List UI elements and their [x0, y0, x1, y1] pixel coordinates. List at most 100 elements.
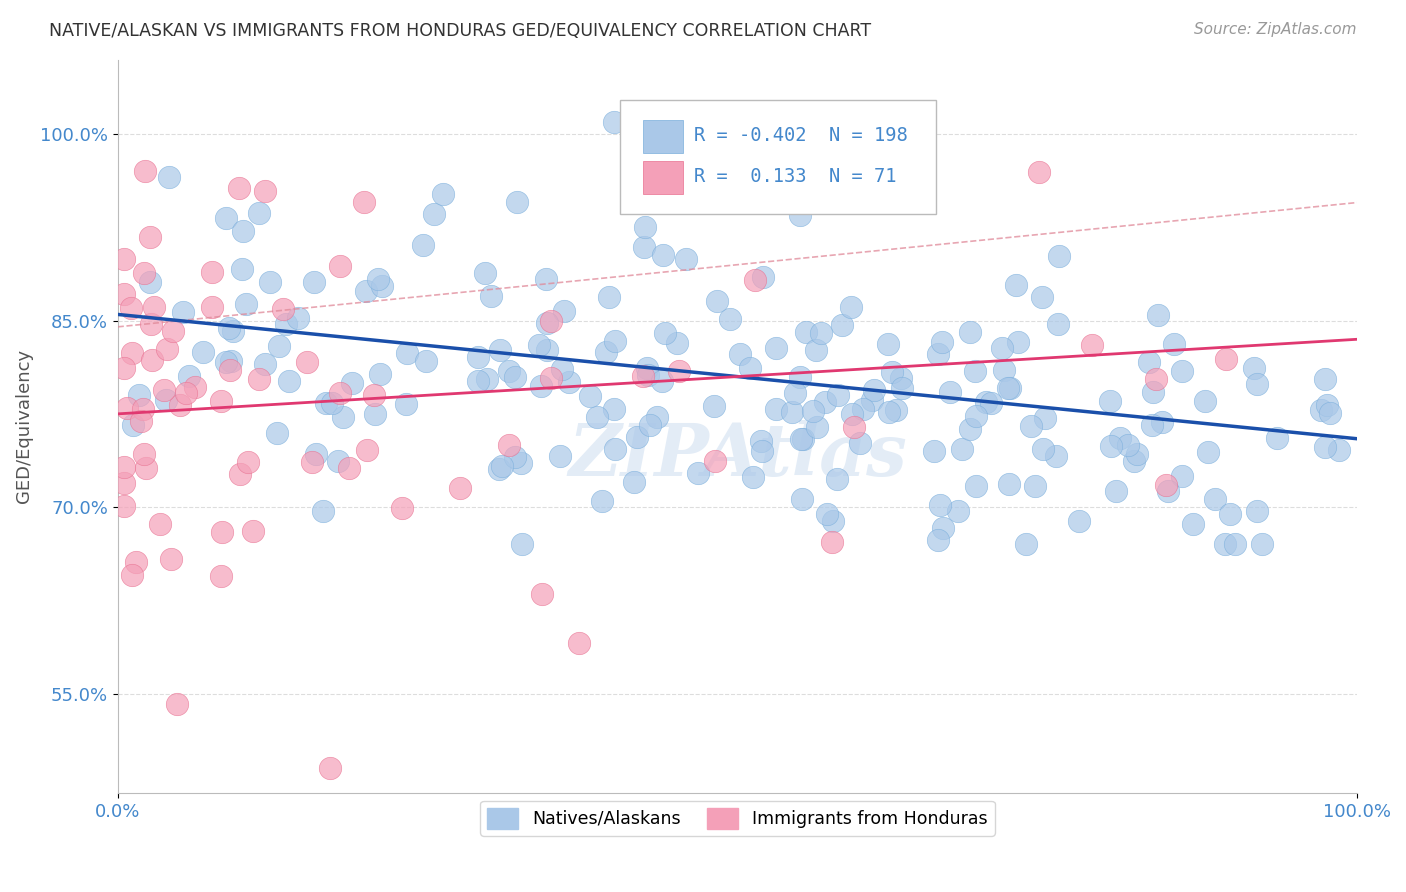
Point [177, 369, 200, 384]
Point [636, 361, 658, 376]
Point [932, 521, 955, 535]
Point [540, 371, 562, 385]
FancyBboxPatch shape [620, 100, 935, 213]
Point [1105, 483, 1128, 498]
Point [851, 402, 873, 417]
Point [232, 224, 254, 238]
Point [1265, 432, 1288, 446]
Point [254, 357, 277, 371]
Point [827, 388, 849, 402]
Point [370, 367, 392, 381]
Point [880, 365, 903, 379]
Point [153, 383, 176, 397]
Point [654, 326, 676, 340]
Point [790, 492, 813, 507]
Point [305, 447, 328, 461]
Point [315, 396, 337, 410]
Point [1194, 393, 1216, 408]
Point [703, 399, 725, 413]
Point [1137, 355, 1160, 369]
Point [792, 432, 814, 446]
Point [1033, 411, 1056, 425]
Point [974, 395, 997, 409]
Point [238, 455, 260, 469]
Text: ZIPAtlas: ZIPAtlas [568, 420, 907, 491]
FancyBboxPatch shape [643, 161, 683, 194]
Point [301, 455, 323, 469]
Point [738, 360, 761, 375]
Point [1099, 393, 1122, 408]
Point [1156, 478, 1178, 492]
Point [474, 266, 496, 280]
Point [1015, 537, 1038, 551]
Point [1122, 454, 1144, 468]
Point [1243, 360, 1265, 375]
Point [704, 453, 727, 467]
Point [1319, 406, 1341, 420]
Point [567, 635, 589, 649]
Point [551, 362, 574, 376]
Point [890, 371, 912, 385]
Point [174, 385, 197, 400]
Point [1147, 309, 1170, 323]
Point [467, 374, 489, 388]
Point [624, 164, 647, 178]
Point [688, 466, 710, 480]
Point [219, 354, 242, 368]
Point [363, 388, 385, 402]
Point [602, 402, 624, 417]
Point [332, 410, 354, 425]
Point [211, 525, 233, 540]
Point [112, 499, 135, 513]
Point [394, 397, 416, 411]
Point [1108, 431, 1130, 445]
Point [1182, 516, 1205, 531]
Point [157, 169, 180, 184]
Point [229, 467, 252, 481]
Point [668, 364, 690, 378]
Point [927, 347, 949, 361]
Point [120, 301, 142, 315]
Point [959, 325, 981, 339]
Point [340, 376, 363, 390]
Point [553, 304, 575, 318]
Point [449, 481, 471, 495]
Point [789, 369, 811, 384]
Point [997, 380, 1019, 394]
Point [1223, 537, 1246, 551]
Point [931, 334, 953, 349]
Point [201, 300, 224, 314]
Point [789, 208, 811, 222]
Point [891, 381, 914, 395]
Point [1246, 377, 1268, 392]
Point [396, 345, 419, 359]
Text: R = -0.402  N = 198: R = -0.402 N = 198 [695, 127, 908, 145]
Point [184, 380, 207, 394]
Point [228, 181, 250, 195]
Point [506, 195, 529, 210]
Point [259, 276, 281, 290]
Point [209, 569, 232, 583]
Point [794, 325, 817, 339]
FancyBboxPatch shape [643, 120, 683, 153]
Point [634, 219, 657, 234]
Point [1251, 537, 1274, 551]
Point [128, 388, 150, 402]
Point [367, 272, 389, 286]
Legend: Natives/Alaskans, Immigrants from Honduras: Natives/Alaskans, Immigrants from Hondur… [479, 801, 994, 836]
Point [595, 345, 617, 359]
Point [651, 248, 673, 262]
Point [1215, 537, 1237, 551]
Point [946, 504, 969, 518]
Point [160, 552, 183, 566]
Point [626, 430, 648, 444]
Point [980, 396, 1002, 410]
Point [1197, 445, 1219, 459]
Point [329, 259, 352, 273]
Point [1310, 403, 1333, 417]
Point [247, 372, 270, 386]
Point [623, 475, 645, 489]
Point [295, 355, 318, 369]
Point [603, 442, 626, 457]
Point [591, 494, 613, 508]
